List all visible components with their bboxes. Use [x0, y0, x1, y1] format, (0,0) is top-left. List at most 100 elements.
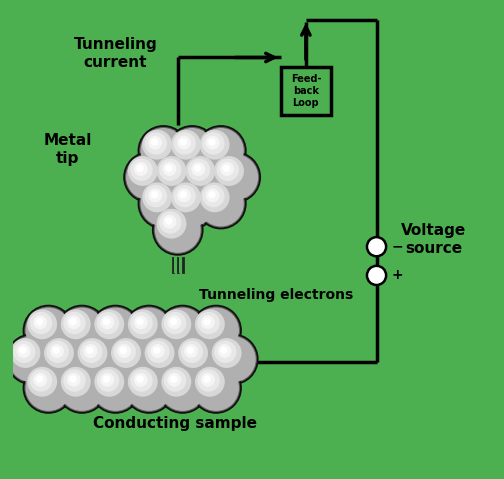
Circle shape	[217, 159, 239, 181]
Circle shape	[109, 336, 155, 382]
Text: +: +	[392, 268, 404, 283]
Circle shape	[153, 152, 203, 202]
Circle shape	[134, 373, 148, 387]
Circle shape	[128, 367, 158, 397]
Circle shape	[167, 126, 217, 176]
Circle shape	[103, 375, 110, 383]
Circle shape	[134, 315, 148, 329]
Circle shape	[42, 336, 88, 382]
Circle shape	[9, 336, 54, 382]
Circle shape	[59, 365, 105, 411]
Circle shape	[367, 266, 386, 285]
Circle shape	[157, 156, 186, 186]
Circle shape	[367, 237, 386, 256]
Circle shape	[117, 344, 131, 358]
Circle shape	[124, 152, 174, 202]
Circle shape	[94, 367, 124, 397]
Circle shape	[208, 334, 258, 384]
Circle shape	[107, 334, 157, 384]
Text: −: −	[392, 240, 404, 254]
Circle shape	[91, 306, 141, 355]
Circle shape	[78, 338, 107, 368]
Circle shape	[13, 341, 35, 363]
Circle shape	[161, 309, 191, 339]
Circle shape	[139, 179, 188, 228]
Circle shape	[158, 363, 208, 413]
Circle shape	[223, 164, 230, 172]
Circle shape	[173, 185, 196, 207]
Circle shape	[97, 369, 119, 392]
Circle shape	[163, 162, 176, 176]
Circle shape	[141, 334, 191, 384]
Circle shape	[76, 336, 121, 382]
Circle shape	[159, 159, 181, 181]
Circle shape	[194, 164, 201, 172]
Circle shape	[134, 162, 148, 176]
Circle shape	[167, 373, 181, 387]
Circle shape	[151, 138, 158, 146]
Circle shape	[24, 363, 74, 413]
Circle shape	[171, 182, 201, 212]
Circle shape	[113, 341, 136, 363]
Circle shape	[93, 308, 139, 354]
Circle shape	[212, 338, 241, 368]
Circle shape	[33, 315, 47, 329]
Circle shape	[57, 306, 107, 355]
Text: Conducting sample: Conducting sample	[93, 416, 258, 432]
Circle shape	[185, 156, 215, 186]
Circle shape	[204, 318, 211, 325]
Circle shape	[44, 338, 74, 368]
Circle shape	[64, 369, 86, 392]
Circle shape	[167, 179, 217, 228]
Circle shape	[157, 209, 186, 239]
Circle shape	[198, 181, 244, 227]
Circle shape	[176, 336, 222, 382]
Circle shape	[103, 318, 110, 325]
Text: Tunneling
current: Tunneling current	[74, 37, 157, 70]
Circle shape	[195, 367, 225, 397]
Circle shape	[202, 185, 225, 207]
Circle shape	[119, 346, 127, 354]
Circle shape	[61, 309, 91, 339]
Circle shape	[179, 191, 187, 198]
Circle shape	[27, 367, 57, 397]
Circle shape	[136, 318, 144, 325]
Circle shape	[143, 336, 188, 382]
Circle shape	[46, 341, 69, 363]
Circle shape	[131, 369, 153, 392]
Circle shape	[145, 132, 167, 155]
Circle shape	[153, 205, 203, 255]
Bar	[281, 67, 331, 115]
Circle shape	[52, 346, 60, 354]
Circle shape	[170, 318, 177, 325]
Circle shape	[212, 154, 258, 200]
Circle shape	[142, 182, 172, 212]
Circle shape	[111, 338, 141, 368]
Circle shape	[155, 154, 201, 200]
Text: Tunneling electrons: Tunneling electrons	[199, 287, 354, 302]
Circle shape	[153, 346, 161, 354]
Circle shape	[165, 217, 172, 225]
Circle shape	[24, 306, 74, 355]
Circle shape	[210, 152, 260, 202]
Circle shape	[165, 164, 172, 172]
Circle shape	[202, 132, 225, 155]
Circle shape	[179, 138, 187, 146]
Circle shape	[177, 136, 191, 149]
Circle shape	[200, 130, 230, 160]
Circle shape	[220, 162, 234, 176]
Circle shape	[188, 159, 210, 181]
Circle shape	[184, 344, 198, 358]
Circle shape	[210, 336, 256, 382]
Text: Metal
tip: Metal tip	[43, 133, 92, 166]
Circle shape	[196, 126, 246, 176]
Circle shape	[40, 334, 90, 384]
Circle shape	[131, 159, 153, 181]
Circle shape	[136, 164, 144, 172]
Circle shape	[126, 365, 172, 411]
Circle shape	[139, 126, 188, 176]
Circle shape	[19, 346, 26, 354]
Circle shape	[17, 344, 30, 358]
Circle shape	[181, 152, 231, 202]
Circle shape	[198, 369, 220, 392]
